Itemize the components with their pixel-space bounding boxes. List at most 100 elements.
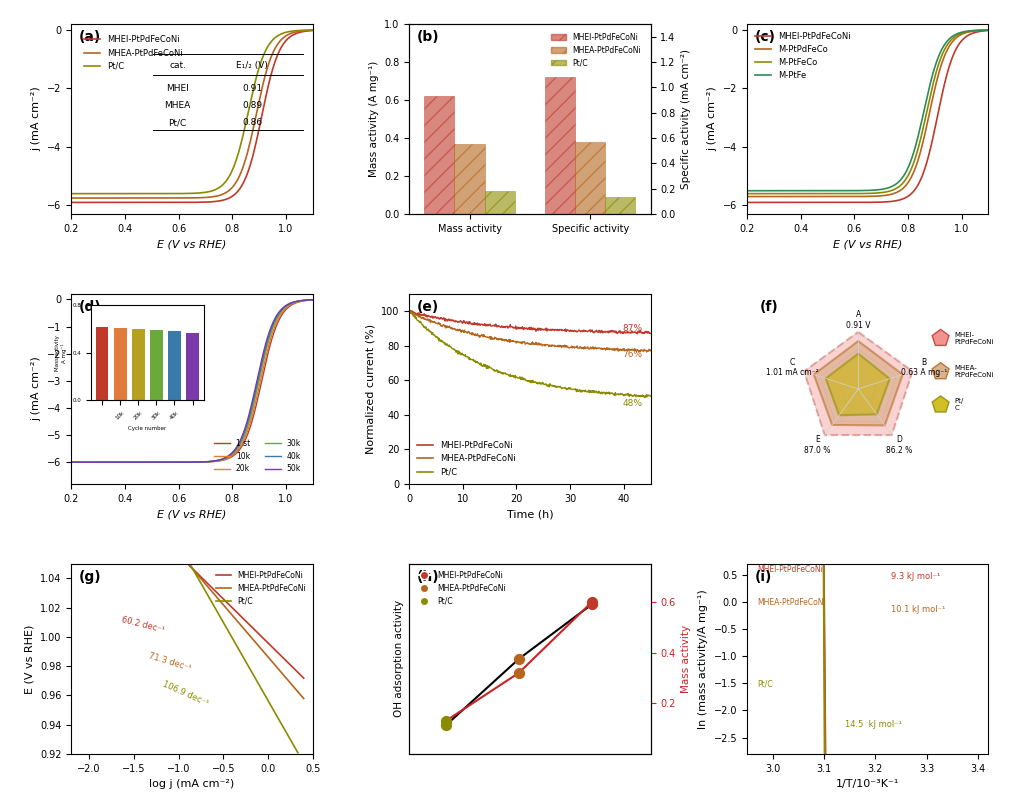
Text: MHEA-
PtPdFeCoNi: MHEA- PtPdFeCoNi [955,365,995,378]
Polygon shape [814,341,903,425]
30k [144,457,156,467]
Text: 0.89: 0.89 [243,101,263,111]
Text: Pt/C: Pt/C [168,119,186,128]
Point [584,595,600,608]
Text: (i): (i) [754,569,771,584]
10k [307,295,319,305]
50k [161,457,173,467]
10k [239,431,252,441]
Line: 10k: 10k [71,300,313,462]
Text: 106.9 dec⁻¹: 106.9 dec⁻¹ [161,679,210,707]
20k [239,428,252,438]
1 st [94,457,106,467]
Text: 76%: 76% [623,350,643,359]
30k [65,457,77,467]
Bar [424,96,454,214]
Text: 60.2 dec⁻¹: 60.2 dec⁻¹ [120,615,165,634]
50k [307,295,319,305]
40k [65,457,77,467]
Legend: 1 st, 10k, 20k, 30k, 40k, 50k: 1 st, 10k, 20k, 30k, 40k, 50k [211,435,304,476]
40k [94,457,106,467]
Polygon shape [804,332,912,435]
Y-axis label: OH adsorption activity: OH adsorption activity [393,600,404,718]
Line: 1 st: 1 st [71,300,313,462]
Text: (g): (g) [78,569,101,584]
20k [94,457,106,467]
Text: 14.5  kJ mol⁻¹: 14.5 kJ mol⁻¹ [845,719,902,729]
Text: MHEI: MHEI [166,84,189,93]
Text: D
86.2 %: D 86.2 % [886,435,912,455]
Y-axis label: ln (mass activity/A mg⁻¹): ln (mass activity/A mg⁻¹) [698,589,708,729]
20k [65,457,77,467]
Text: Pt/
C: Pt/ C [955,399,964,411]
20k [161,457,173,467]
50k [144,457,156,467]
30k [240,423,253,432]
Text: MHEA-PtPdFeCoNi: MHEA-PtPdFeCoNi [757,597,826,606]
X-axis label: 1/T/10⁻³K⁻¹: 1/T/10⁻³K⁻¹ [836,780,900,789]
Legend: MHEI-PtPdFeCoNi, MHEA-PtPdFeCoNi, Pt/C: MHEI-PtPdFeCoNi, MHEA-PtPdFeCoNi, Pt/C [213,568,309,609]
1 st [161,457,173,467]
50k [240,418,253,427]
30k [239,427,252,436]
Line: 40k: 40k [71,300,313,462]
Polygon shape [932,363,949,379]
40k [217,454,229,464]
20k [144,457,156,467]
1 st [239,435,252,444]
X-axis label: E (V vs RHE): E (V vs RHE) [157,239,226,249]
Text: MHEA: MHEA [164,101,191,111]
Line: 20k: 20k [71,300,313,462]
Text: (a): (a) [78,30,101,44]
Text: (c): (c) [754,30,775,44]
40k [307,295,319,305]
30k [307,295,319,305]
20k [240,424,253,434]
Text: B
0.63 A mg⁻¹: B 0.63 A mg⁻¹ [901,358,947,377]
Legend: MHEI-PtPdFeCoNi, MHEA-PtPdFeCoNi, Pt/C: MHEI-PtPdFeCoNi, MHEA-PtPdFeCoNi, Pt/C [81,32,186,74]
Text: 9.3 kJ mol⁻¹: 9.3 kJ mol⁻¹ [891,572,941,581]
Y-axis label: Normalized current (%): Normalized current (%) [366,324,376,454]
Y-axis label: j (mA cm⁻²): j (mA cm⁻²) [32,87,42,152]
Point [584,597,600,610]
X-axis label: E (V vs RHE): E (V vs RHE) [834,239,903,249]
10k [144,457,156,467]
10k [217,455,229,464]
20k [217,455,229,464]
Legend: MHEI-PtPdFeCoNi, MHEA-PtPdFeCoNi, Pt/C: MHEI-PtPdFeCoNi, MHEA-PtPdFeCoNi, Pt/C [413,568,510,609]
Text: Pt/C: Pt/C [757,679,773,688]
Text: (h): (h) [417,569,439,584]
Text: MHEI-
PtPdFeCoNi: MHEI- PtPdFeCoNi [955,332,995,345]
Y-axis label: Specific activity (mA cm⁻²): Specific activity (mA cm⁻²) [682,49,691,189]
1 st [217,456,229,465]
Text: E₁/₂ (V): E₁/₂ (V) [236,62,268,71]
Text: 71.3 dec⁻¹: 71.3 dec⁻¹ [148,651,193,673]
1 st [144,457,156,467]
Text: A
0.91 V: A 0.91 V [846,310,870,330]
X-axis label: E (V vs RHE): E (V vs RHE) [157,509,226,519]
40k [144,457,156,467]
40k [161,457,173,467]
30k [217,455,229,464]
Text: (e): (e) [417,300,439,314]
Text: (d): (d) [78,300,101,314]
Text: 87%: 87% [623,324,643,333]
40k [240,420,253,430]
Text: MHEI-PtPdFeCoNi: MHEI-PtPdFeCoNi [757,565,823,574]
50k [65,457,77,467]
Y-axis label: Mass activity: Mass activity [682,625,691,693]
Legend: MHEI-PtPdFeCoNi, MHEA-PtPdFeCoNi, Pt/C: MHEI-PtPdFeCoNi, MHEA-PtPdFeCoNi, Pt/C [548,30,644,71]
Legend: MHEI-PtPdFeCoNi, MHEA-PtPdFeCoNi, Pt/C: MHEI-PtPdFeCoNi, MHEA-PtPdFeCoNi, Pt/C [414,438,519,480]
Line: 30k: 30k [71,300,313,462]
Point [437,715,453,727]
30k [94,457,106,467]
50k [217,454,229,464]
Y-axis label: E (V vs RHE): E (V vs RHE) [24,624,35,694]
Bar [575,142,605,214]
1 st [307,295,319,305]
Legend: MHEI-PtPdFeCoNi, M-PtPdFeCo, M-PtFeCo, M-PtFe: MHEI-PtPdFeCoNi, M-PtPdFeCo, M-PtFeCo, M… [751,28,854,83]
Bar [545,77,575,214]
40k [239,424,252,434]
Text: 48%: 48% [623,399,643,408]
Polygon shape [825,354,890,415]
